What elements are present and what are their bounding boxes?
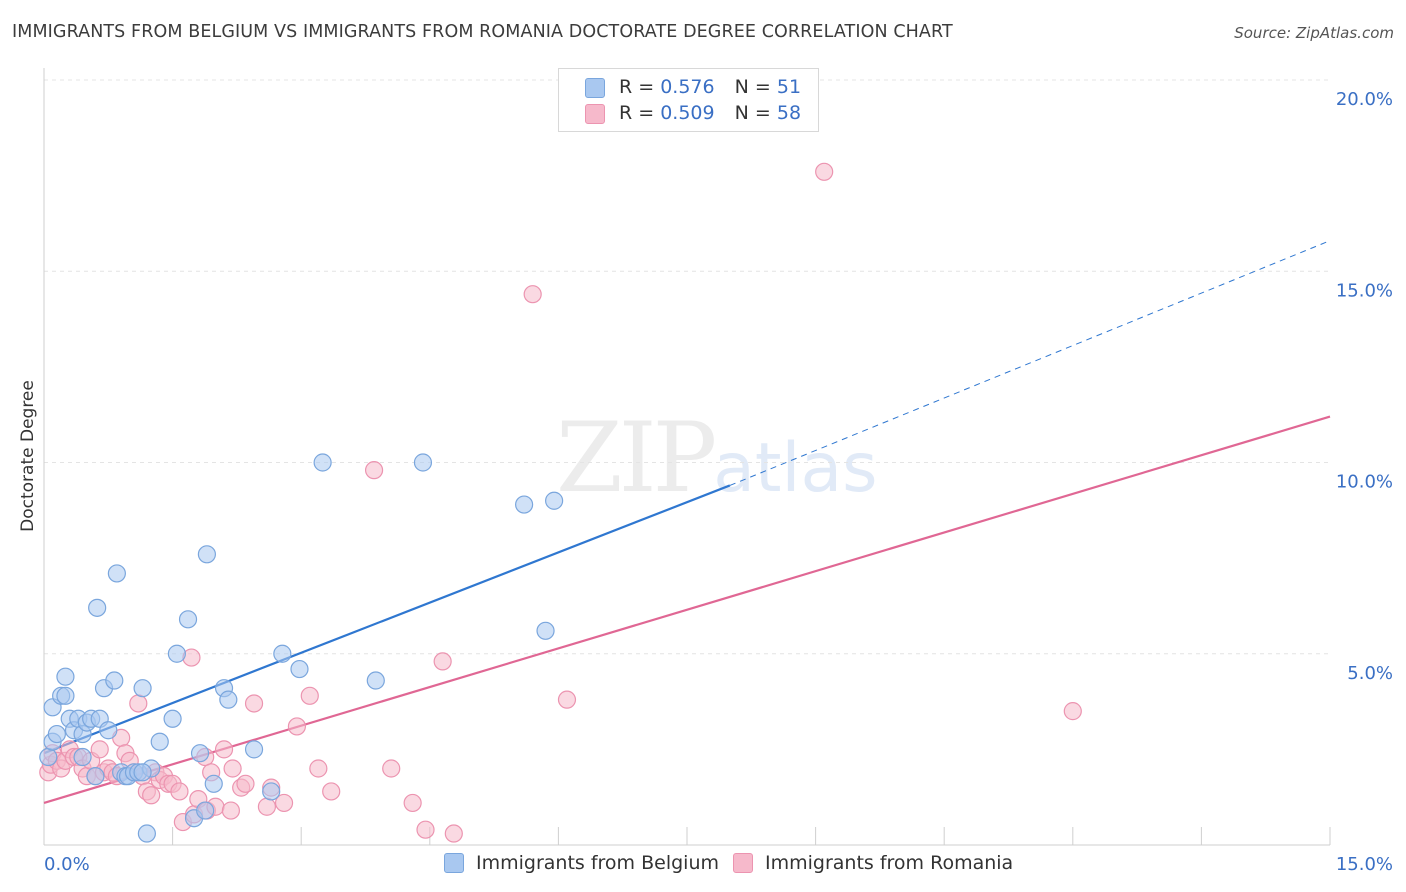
legend-n-value-belgium: 51	[776, 76, 802, 98]
point-belgium	[88, 598, 107, 617]
point-romania	[309, 759, 328, 778]
point-belgium	[56, 667, 75, 686]
point-belgium	[190, 744, 210, 763]
point-romania	[433, 652, 452, 671]
point-romania	[274, 793, 294, 813]
watermark-atlas: atlas	[713, 429, 878, 508]
y-tick-label: 15.0%	[1336, 280, 1393, 301]
point-romania	[300, 686, 319, 705]
watermark-zip: ZIP	[556, 402, 717, 514]
y-axis-label: Doctorate Degree	[18, 380, 38, 532]
point-belgium	[313, 453, 332, 472]
point-romania	[403, 793, 422, 813]
point-belgium	[137, 824, 156, 843]
point-belgium	[545, 491, 564, 510]
point-belgium	[178, 610, 198, 629]
legend-n-value-romania: 58	[776, 102, 802, 124]
point-romania	[170, 782, 189, 801]
legend-n-label: N =	[734, 76, 771, 98]
point-belgium	[47, 724, 66, 744]
point-belgium	[105, 671, 124, 690]
series-swatch-romania	[733, 853, 753, 873]
point-belgium	[413, 453, 433, 472]
x-tick-label-max: 15.0%	[1336, 854, 1393, 875]
point-belgium	[197, 545, 216, 564]
point-belgium	[107, 564, 126, 583]
point-romania	[90, 740, 109, 759]
point-romania	[223, 759, 242, 778]
point-belgium	[56, 686, 75, 705]
trendline-layer	[43, 240, 1331, 804]
tick-label-layer: 5.0% 10.0% 15.0% 20.0% 0.0% 15.0%	[44, 89, 1393, 875]
watermark: ZIPatlas	[556, 402, 878, 514]
point-belgium	[290, 659, 309, 679]
point-belgium	[515, 495, 534, 514]
y-tick-label: 10.0%	[1336, 472, 1393, 493]
series-legend-romania: Immigrants from Romania	[733, 852, 1013, 874]
series-label-belgium: Immigrants from Belgium	[476, 852, 719, 874]
point-belgium	[39, 747, 58, 767]
point-romania	[129, 694, 148, 713]
chart-title: IMMIGRANTS FROM BELGIUM VS IMMIGRANTS FR…	[12, 22, 953, 42]
legend-swatch-romania	[585, 104, 605, 124]
point-belgium	[536, 621, 555, 640]
point-belgium	[366, 671, 385, 690]
point-belgium	[273, 644, 292, 663]
point-belgium	[244, 740, 264, 759]
point-belgium	[73, 747, 92, 767]
x-tick-label-min: 0.0%	[44, 854, 90, 875]
point-romania	[244, 694, 264, 713]
point-belgium	[219, 690, 238, 709]
legend-row-romania: R = 0.509 N = 58	[619, 101, 801, 125]
chart-source: Source: ZipAtlas.com	[1234, 24, 1394, 42]
point-romania	[444, 824, 463, 843]
legend-r-value-romania: 0.509	[660, 102, 715, 124]
point-belgium	[196, 801, 215, 820]
point-romania	[382, 759, 401, 778]
legend-r-label: R =	[619, 76, 655, 98]
legend-swatch-belgium	[585, 78, 605, 98]
axis-layer	[43, 68, 1331, 846]
point-romania	[142, 786, 161, 805]
point-belgium	[167, 644, 186, 663]
series-legend-belgium: Immigrants from Belgium	[444, 852, 719, 874]
point-romania	[257, 797, 277, 816]
point-romania	[815, 162, 834, 181]
correlation-legend: R = 0.576 N = 51 R = 0.509 N = 58	[558, 68, 819, 132]
point-belgium	[133, 763, 152, 782]
point-romania	[287, 717, 307, 736]
grid-layer	[44, 79, 1330, 655]
trendline-belgium	[43, 484, 731, 755]
trendline-romania	[43, 415, 1331, 804]
point-romania	[416, 820, 435, 839]
point-romania	[214, 740, 234, 759]
legend-row-belgium: R = 0.576 N = 51	[619, 75, 801, 99]
y-tick-label: 5.0%	[1347, 663, 1393, 684]
point-romania	[557, 690, 577, 709]
legend-r-value-belgium: 0.576	[660, 76, 715, 98]
y-tick-label: 20.0%	[1336, 89, 1393, 110]
point-romania	[236, 774, 255, 793]
point-belgium	[150, 732, 169, 751]
point-belgium	[204, 774, 223, 793]
point-belgium	[86, 767, 105, 786]
point-belgium	[262, 782, 281, 801]
series-swatch-belgium	[444, 853, 464, 873]
point-belgium	[99, 721, 118, 740]
series-label-romania: Immigrants from Romania	[765, 852, 1014, 874]
trendline-extension-belgium	[729, 240, 1331, 486]
point-romania	[221, 801, 240, 820]
legend-n-label: N =	[734, 102, 771, 124]
point-romania	[322, 782, 341, 801]
point-belgium	[133, 679, 152, 698]
point-romania	[364, 461, 384, 480]
point-romania	[523, 285, 542, 304]
point-belgium	[163, 709, 182, 728]
legend-r-label: R =	[619, 102, 655, 124]
point-layer	[39, 162, 1082, 843]
point-romania	[1063, 702, 1082, 721]
